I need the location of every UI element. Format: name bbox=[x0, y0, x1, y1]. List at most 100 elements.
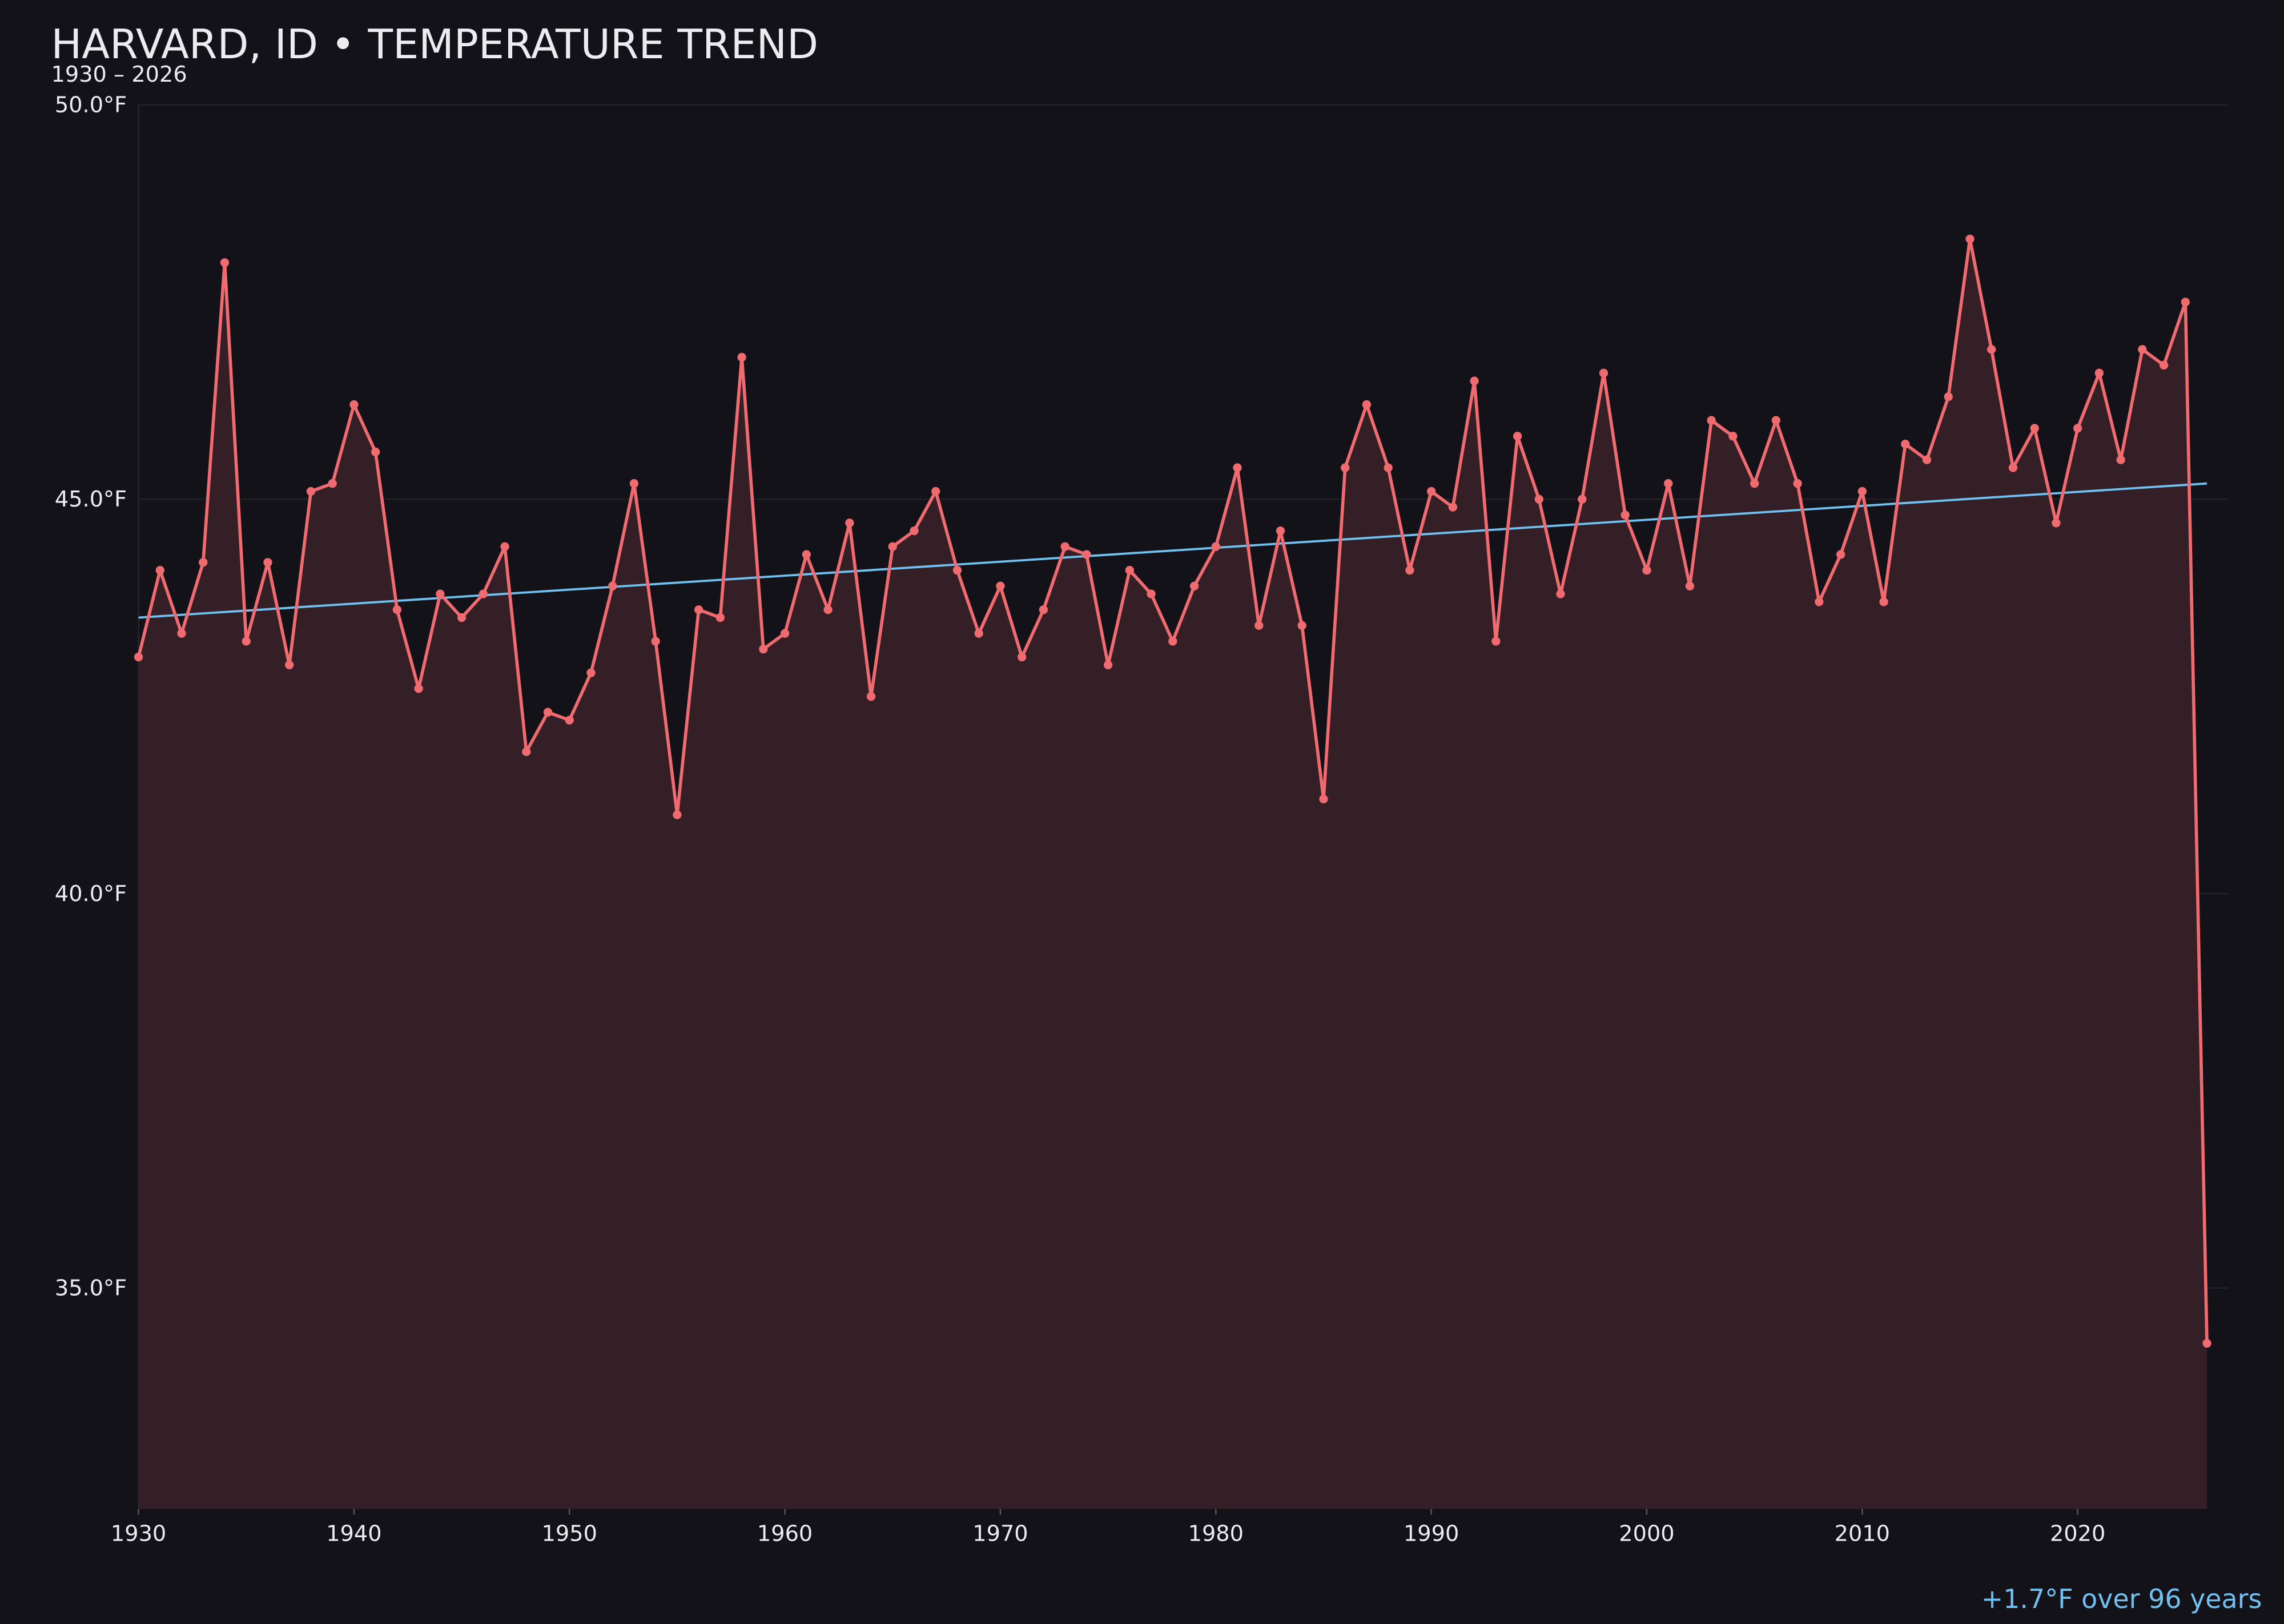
point bbox=[1836, 550, 1845, 559]
point bbox=[2030, 424, 2039, 433]
point bbox=[1362, 400, 1372, 409]
point bbox=[1276, 526, 1285, 536]
point bbox=[1082, 550, 1091, 559]
y-tick-label: 40.0°F bbox=[55, 881, 127, 907]
point bbox=[1728, 432, 1738, 441]
y-tick-label: 50.0°F bbox=[55, 92, 127, 118]
point bbox=[242, 637, 251, 646]
point bbox=[522, 747, 531, 757]
point bbox=[1965, 234, 1975, 244]
point bbox=[2094, 368, 2104, 377]
point bbox=[1426, 487, 1436, 496]
y-tick-label: 45.0°F bbox=[55, 487, 127, 512]
point bbox=[457, 613, 467, 622]
point bbox=[1599, 368, 1609, 377]
x-tick-label: 2000 bbox=[1619, 1521, 1674, 1547]
point bbox=[715, 613, 725, 622]
point bbox=[1254, 621, 1264, 630]
point bbox=[996, 581, 1005, 590]
point bbox=[1793, 479, 1802, 488]
point bbox=[1491, 637, 1501, 646]
point bbox=[1103, 660, 1113, 670]
point bbox=[1922, 455, 1932, 464]
point bbox=[565, 715, 574, 725]
x-tick-label: 1950 bbox=[542, 1521, 597, 1547]
point bbox=[1685, 581, 1695, 590]
point bbox=[220, 258, 230, 267]
point bbox=[586, 668, 596, 677]
point bbox=[1319, 794, 1328, 803]
point bbox=[673, 810, 682, 819]
point bbox=[1901, 439, 1910, 449]
point bbox=[1620, 510, 1630, 520]
point bbox=[1211, 542, 1220, 551]
point bbox=[1513, 432, 1522, 441]
x-tick-label: 1980 bbox=[1188, 1521, 1244, 1547]
point bbox=[349, 400, 359, 409]
point bbox=[500, 542, 509, 551]
point bbox=[177, 629, 186, 638]
point bbox=[1297, 621, 1306, 630]
point bbox=[1168, 637, 1177, 646]
point bbox=[1039, 605, 1048, 614]
point bbox=[802, 550, 811, 559]
point bbox=[2116, 455, 2125, 464]
point bbox=[888, 542, 897, 551]
point bbox=[1233, 463, 1242, 472]
x-tick-label: 2010 bbox=[1835, 1521, 1890, 1547]
chart-title: HARVARD, ID • TEMPERATURE TREND bbox=[51, 21, 819, 68]
point bbox=[155, 566, 164, 575]
point bbox=[974, 629, 983, 638]
point bbox=[1470, 376, 1479, 385]
point bbox=[1664, 479, 1673, 488]
point bbox=[1707, 416, 1716, 425]
point bbox=[608, 581, 617, 590]
point bbox=[823, 605, 833, 614]
point bbox=[694, 605, 703, 614]
point bbox=[1060, 542, 1069, 551]
point bbox=[737, 353, 746, 362]
point bbox=[952, 566, 962, 575]
point bbox=[392, 605, 402, 614]
point bbox=[1125, 566, 1135, 575]
point bbox=[134, 652, 143, 662]
x-tick-label: 1990 bbox=[1404, 1521, 1459, 1547]
point bbox=[1987, 345, 1996, 354]
x-tick-label: 1940 bbox=[326, 1521, 381, 1547]
point bbox=[436, 589, 445, 598]
point bbox=[651, 637, 660, 646]
point bbox=[1556, 589, 1565, 598]
point bbox=[1857, 487, 1867, 496]
point bbox=[2181, 298, 2190, 307]
point bbox=[371, 447, 380, 457]
point bbox=[1642, 566, 1651, 575]
point bbox=[866, 692, 876, 701]
point bbox=[2138, 345, 2147, 354]
point bbox=[1189, 581, 1199, 590]
point bbox=[2008, 463, 2018, 472]
point bbox=[2052, 518, 2061, 528]
point bbox=[2202, 1338, 2211, 1348]
x-tick-label: 2020 bbox=[2050, 1521, 2105, 1547]
point bbox=[1771, 416, 1781, 425]
point bbox=[931, 487, 940, 496]
point bbox=[306, 487, 316, 496]
point bbox=[845, 518, 854, 528]
point bbox=[1384, 463, 1393, 472]
point bbox=[2159, 360, 2169, 370]
area bbox=[138, 239, 2207, 1509]
point bbox=[414, 684, 423, 693]
x-tick-label: 1970 bbox=[972, 1521, 1028, 1547]
point bbox=[478, 589, 488, 598]
point bbox=[1944, 392, 1953, 401]
point bbox=[2073, 424, 2082, 433]
point bbox=[1405, 566, 1414, 575]
point bbox=[1147, 589, 1156, 598]
point bbox=[1750, 479, 1759, 488]
x-tick-label: 1960 bbox=[757, 1521, 813, 1547]
point bbox=[1018, 652, 1027, 662]
point bbox=[1879, 597, 1888, 606]
point bbox=[1578, 495, 1587, 504]
point bbox=[263, 558, 272, 567]
